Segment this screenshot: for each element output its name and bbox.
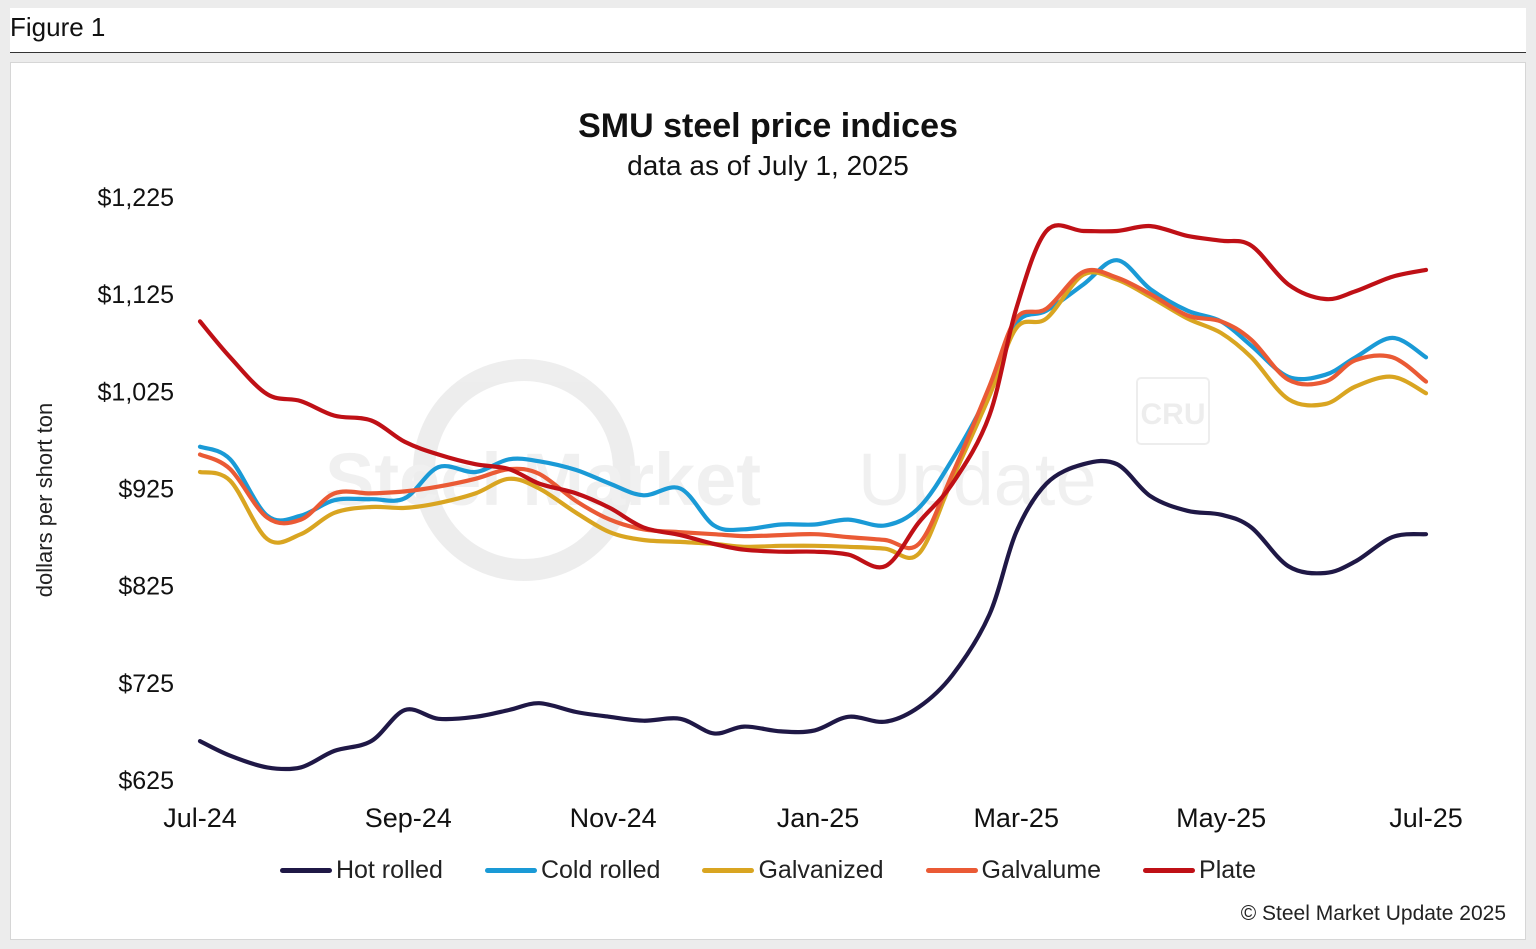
watermark-logo-box bbox=[1136, 377, 1210, 445]
legend-label: Galvalume bbox=[981, 855, 1102, 884]
copyright-notice: © Steel Market Update 2025 bbox=[1240, 902, 1506, 925]
x-tick-label: Sep-24 bbox=[365, 803, 452, 833]
legend-label: Cold rolled bbox=[540, 855, 661, 884]
x-tick-label: Jan-25 bbox=[777, 803, 860, 833]
legend-label: Plate bbox=[1199, 855, 1257, 884]
watermark-ring bbox=[413, 359, 635, 581]
legend: Hot rolled Cold rolled Galvanized Galvalume… bbox=[0, 852, 1536, 888]
legend-item-hot-rolled: Hot rolled bbox=[279, 855, 443, 885]
legend-swatch bbox=[484, 867, 537, 873]
series-line-galvanized bbox=[197, 270, 1429, 561]
legend-item-galvalume: Galvalume bbox=[925, 855, 1102, 885]
x-tick-label: Mar-25 bbox=[973, 803, 1059, 833]
x-tick-label: Nov-24 bbox=[570, 803, 657, 833]
y-tick-label: $625 bbox=[118, 767, 174, 795]
y-tick-label: $825 bbox=[118, 573, 174, 601]
watermark-logo: CRU bbox=[1141, 398, 1206, 431]
series-layer bbox=[197, 223, 1429, 772]
legend-swatch bbox=[1143, 867, 1196, 873]
legend-swatch bbox=[279, 867, 332, 873]
legend-item-galvanized: Galvanized bbox=[702, 855, 884, 885]
y-axis-ticks: $625 $725 $825 $925 $1,025 $1,125 $1,225 bbox=[98, 184, 174, 795]
y-tick-label: $1,225 bbox=[98, 184, 174, 212]
y-tick-label: $725 bbox=[118, 670, 174, 698]
y-tick-label: $1,025 bbox=[98, 378, 174, 406]
series-line-galvalume bbox=[197, 267, 1429, 551]
x-tick-label: Jul-24 bbox=[163, 803, 237, 833]
y-axis-label: dollars per short ton bbox=[32, 403, 57, 597]
series-line-plate bbox=[197, 223, 1429, 570]
x-axis-ticks: Jul-24 Sep-24 Nov-24 Jan-25 Mar-25 May-25 Jul-… bbox=[163, 803, 1463, 833]
chart-title: SMU steel price indices bbox=[578, 107, 958, 145]
series-line-hot-rolled bbox=[197, 458, 1429, 772]
y-tick-label: $925 bbox=[118, 476, 174, 504]
legend-item-plate: Plate bbox=[1143, 856, 1256, 885]
chart-subtitle: data as of July 1, 2025 bbox=[627, 150, 909, 181]
figure-label: Figure 1 bbox=[10, 12, 106, 42]
y-tick-label: $1,125 bbox=[98, 281, 174, 309]
figure-header bbox=[10, 8, 1526, 53]
legend-swatch bbox=[702, 867, 755, 873]
legend-label: Hot rolled bbox=[335, 855, 443, 884]
x-tick-label: May-25 bbox=[1176, 803, 1266, 833]
legend-swatch bbox=[925, 867, 978, 873]
legend-item-cold-rolled: Cold rolled bbox=[484, 855, 661, 885]
legend-label: Galvanized bbox=[758, 855, 884, 884]
chart-panel bbox=[10, 62, 1526, 940]
x-tick-label: Jul-25 bbox=[1389, 803, 1463, 833]
watermark-text-light: Update bbox=[858, 438, 1097, 521]
